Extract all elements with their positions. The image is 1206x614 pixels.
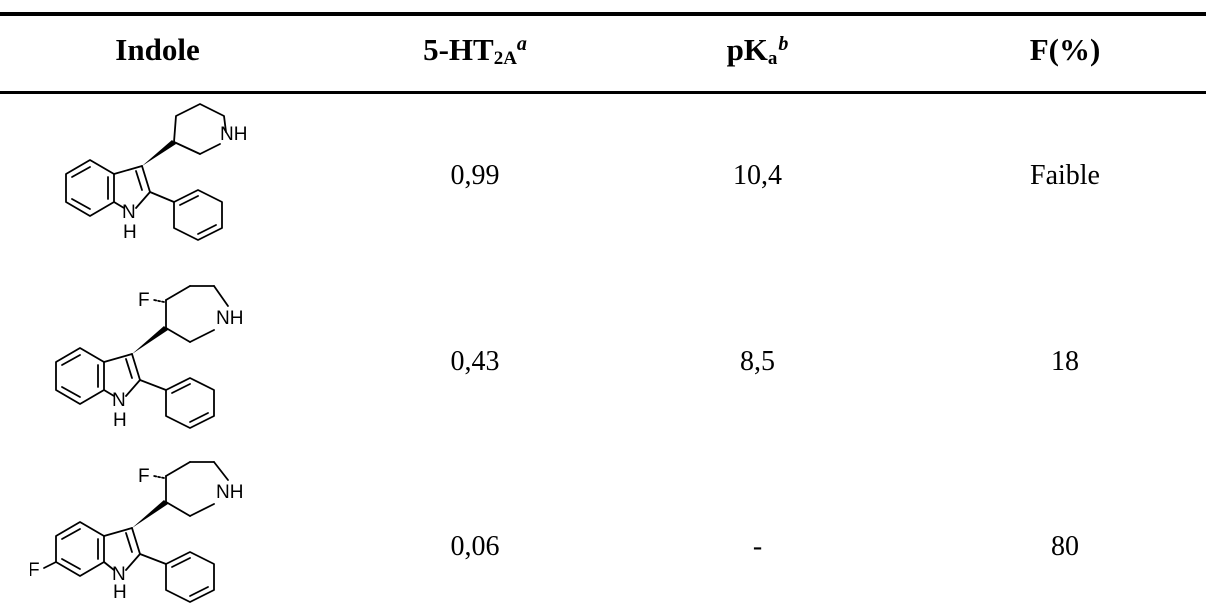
cell-pka: 10,4 xyxy=(733,160,782,191)
header-pka: pKab xyxy=(726,32,789,69)
header-indole: Indole xyxy=(115,32,200,67)
table-top-rule xyxy=(0,12,1206,16)
header-5ht2a: 5-HT2Aa xyxy=(423,32,527,69)
svg-text:F: F xyxy=(138,290,150,311)
svg-text:N: N xyxy=(122,202,136,223)
molecule-structure-1: N H NH xyxy=(65,103,247,243)
svg-text:H: H xyxy=(113,582,127,603)
cell-bioavailability: Faible xyxy=(1030,160,1100,191)
svg-text:N: N xyxy=(112,564,126,585)
cell-pka: 8,5 xyxy=(740,346,775,377)
cell-pka: - xyxy=(752,531,763,562)
molecule-structure-2: N H NH F xyxy=(55,285,243,431)
header-bioavailability: F(%) xyxy=(1029,32,1101,67)
svg-text:NH: NH xyxy=(220,124,247,145)
molecule-structure-3: F N H NH F xyxy=(30,461,243,603)
svg-text:NH: NH xyxy=(216,308,243,329)
svg-text:F: F xyxy=(30,560,40,581)
cell-ht2a: 0,06 xyxy=(450,531,500,562)
cell-ht2a: 0,43 xyxy=(450,346,500,377)
svg-text:N: N xyxy=(112,390,126,411)
cell-bioavailability: 18 xyxy=(1051,346,1079,377)
table-header-rule xyxy=(0,91,1206,94)
svg-text:H: H xyxy=(113,410,127,431)
svg-text:NH: NH xyxy=(216,482,243,503)
svg-text:H: H xyxy=(123,222,137,243)
cell-ht2a: 0,99 xyxy=(450,160,500,191)
svg-text:F: F xyxy=(138,466,150,487)
cell-bioavailability: 80 xyxy=(1051,531,1079,562)
